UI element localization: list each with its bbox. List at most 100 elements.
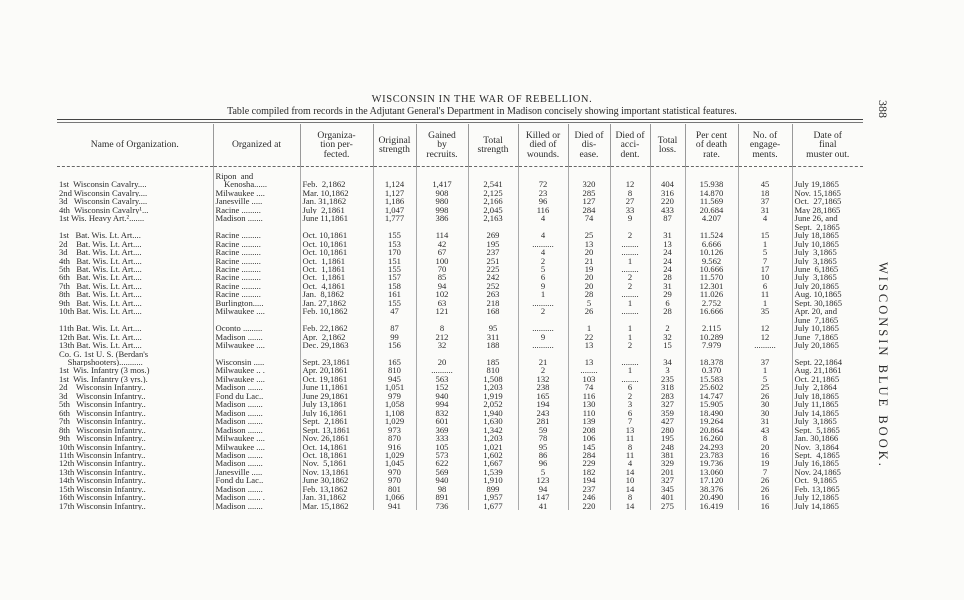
table-cell: ........	[609, 349, 650, 367]
table-cell: 30	[737, 400, 792, 409]
table-row: 2d Wisconsin Infantry.. Madison ....... Ju…	[57, 383, 863, 392]
table-cell: 5	[517, 467, 568, 477]
table-cell: Milwaukee ....	[212, 307, 300, 325]
table-cell: Madison .......	[212, 332, 300, 342]
table-cell: 24	[649, 248, 685, 257]
table-cell: Aug. 10,1865	[791, 290, 863, 299]
table-cell: 161	[372, 290, 416, 299]
table-cell: 5	[567, 298, 610, 308]
table-cell: 98	[415, 484, 468, 494]
table-cell: 165	[372, 349, 416, 367]
table-cell: Dec. 29,1863	[299, 341, 373, 350]
table-row: 12th Wisconsin Infantry.. Madison .......…	[57, 459, 863, 468]
table-cell: 20	[737, 442, 792, 451]
table-cell: 1,602	[467, 450, 518, 460]
table-cell: ........	[609, 248, 650, 257]
table-cell: June 11,1861	[299, 383, 373, 392]
table-cell: 5th Bat. Wis. Lt. Art....	[59, 264, 142, 274]
table-cell: Sept. 22,1864	[791, 349, 863, 367]
table-cell: Milwaukee ....	[212, 374, 300, 384]
table-cell: 333	[415, 434, 468, 443]
column-header: Name of Organization.	[57, 124, 213, 167]
table-row: 5th Wisconsin Infantry.. Madison ....... J…	[57, 400, 863, 409]
column-header: Original strength	[372, 124, 416, 167]
table-cell: 7th Wisconsin Infantry..	[59, 417, 146, 426]
table-cell: 6	[609, 408, 650, 418]
table-cell: 563	[415, 374, 468, 384]
table-cell: 31	[649, 281, 685, 291]
table-cell: 21	[517, 349, 568, 367]
table-cell: June 30,1862	[299, 476, 373, 485]
running-head: WISCONSIN BLUE BOOK.	[876, 262, 890, 469]
table-cell: 106	[567, 434, 610, 443]
table-cell: July 18,1865	[791, 391, 863, 401]
table-cell: ........	[609, 290, 650, 299]
table-cell: Oct. 4,1861	[299, 281, 373, 291]
table-cell: 24.293	[684, 442, 738, 451]
table-cell: 25	[737, 383, 792, 392]
table-cell: 14	[609, 467, 650, 477]
table-cell: 153	[372, 239, 416, 249]
column-header: Killed or died of wounds.	[517, 124, 568, 167]
table-cell: June 11,1861	[299, 214, 373, 232]
table-cell: Mar. 10,1862	[299, 188, 373, 198]
table-cell: 208	[567, 425, 610, 435]
table-cell: 168	[467, 307, 518, 325]
table-cell: 6	[737, 281, 792, 291]
table-cell: 7	[737, 256, 792, 265]
table-cell: 87	[372, 324, 416, 333]
table-cell: 194	[517, 400, 568, 409]
table-cell: 1,058	[372, 400, 416, 409]
table-cell: 20.864	[684, 425, 738, 435]
table-cell: 31	[737, 205, 792, 215]
table-cell: July 13,1861	[299, 400, 373, 409]
table-cell: June 29,1861	[299, 391, 373, 401]
table-cell: 229	[567, 459, 610, 468]
table-cell: 2	[609, 341, 650, 350]
table-cell: 16.260	[684, 434, 738, 443]
table-cell: 8	[737, 434, 792, 443]
table-cell: Aug. 21,1861	[791, 366, 863, 375]
table-cell: 8th Wisconsin Infantry..	[59, 425, 146, 435]
table-cell: 427	[649, 417, 685, 426]
table-cell: 275	[649, 501, 685, 511]
table-cell: 327	[649, 400, 685, 409]
table-cell: 998	[415, 205, 468, 215]
table-row: 1st Wis. Infantry (3 yrs.). Milwaukee ...…	[57, 374, 863, 384]
table-cell: ........	[609, 307, 650, 325]
table-cell: June 26, and Sept. 2,1865	[791, 214, 863, 232]
table-cell: 9.562	[684, 256, 738, 265]
table-cell: 329	[649, 459, 685, 468]
table-cell: June 6,1865	[791, 264, 863, 274]
column-header: Organized at	[212, 124, 300, 167]
table-cell: Madison .......	[212, 450, 300, 460]
table-cell: 72	[517, 166, 568, 189]
table-cell: 401	[649, 493, 685, 502]
table-cell: 127	[567, 197, 610, 206]
table-cell: 21	[567, 256, 610, 265]
table-cell: Milwaukee ....	[212, 341, 300, 350]
table-cell: 318	[649, 383, 685, 392]
table-row: 3d Wisconsin Infantry.. Fond du Lac.. June…	[57, 391, 863, 401]
table-cell: 0.370	[684, 366, 738, 375]
table-cell: Co. G. 1st U. S. (Berdan's Sharpshooters…	[59, 349, 149, 367]
header-rule	[57, 119, 863, 123]
table-cell: Feb. 2,1862	[299, 166, 373, 189]
table-cell: 316	[649, 188, 685, 198]
table-row: 6th Bat. Wis. Lt. Art.... Racine ........…	[57, 273, 863, 282]
table-cell: 2,052	[467, 400, 518, 409]
table-cell: 26	[737, 391, 792, 401]
table-body: 1st Wisconsin Cavalry.... Ripon and Kenos…	[57, 166, 863, 511]
table-cell: 16th Wisconsin Infantry..	[59, 493, 146, 502]
table-cell: 26	[567, 307, 610, 325]
table-cell: 17	[737, 264, 792, 274]
table-cell: 123	[517, 476, 568, 485]
table-cell: 281	[517, 417, 568, 426]
table-cell: Oct. 10,1861	[299, 239, 373, 249]
table-cell: 145	[567, 442, 610, 451]
table-cell: 19.264	[684, 417, 738, 426]
table-cell: 18.490	[684, 408, 738, 418]
table-cell: 1,417	[415, 166, 468, 189]
table-cell: 916	[372, 442, 416, 451]
table-cell: 386	[415, 214, 468, 232]
